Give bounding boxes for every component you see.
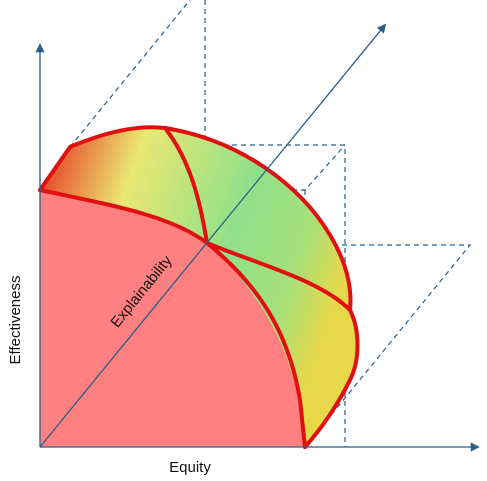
axes: [35, 23, 480, 452]
base-region: [40, 190, 305, 447]
x-axis-label: Equity: [169, 459, 211, 476]
y-axis-label: Effectiveness: [7, 276, 24, 365]
